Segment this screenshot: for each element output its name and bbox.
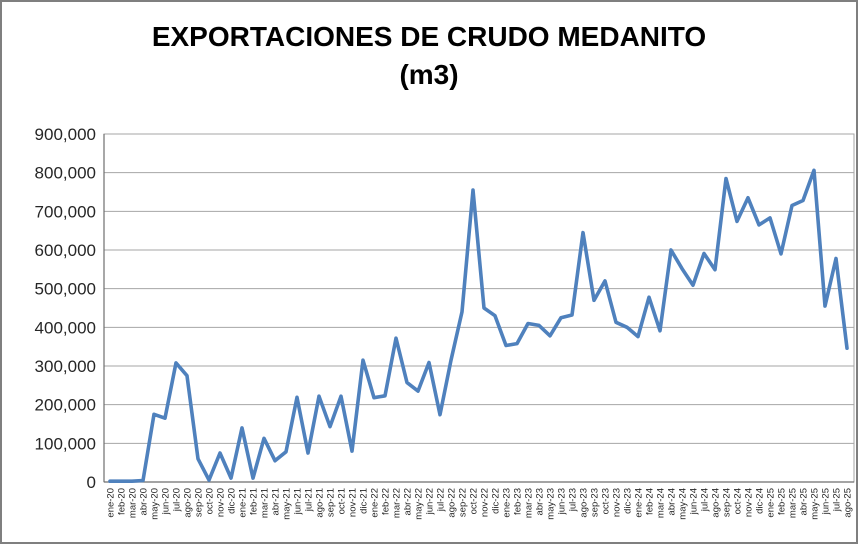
- x-axis-tick-label: sep-23: [590, 488, 601, 517]
- x-axis-tick-label: jun-24: [689, 488, 700, 515]
- y-axis-tick-label: 0: [87, 473, 96, 492]
- x-axis-tick-label: abr-21: [271, 488, 282, 515]
- data-line-medanito: [108, 168, 849, 484]
- x-axis-tick-label: jun-25: [821, 488, 832, 515]
- chart-title-line1: EXPORTACIONES DE CRUDO MEDANITO: [151, 21, 707, 52]
- x-axis-tick-label: may-23: [546, 488, 557, 520]
- y-axis-tick-label: 400,000: [35, 318, 96, 337]
- x-axis-tick-label: jul-22: [436, 488, 447, 512]
- chart-title-line2: (m3): [399, 59, 459, 90]
- y-axis-tick-label: 900,000: [35, 125, 96, 144]
- x-axis-tick-label: dic-23: [623, 488, 634, 514]
- x-axis-tick-label: oct-20: [205, 488, 216, 514]
- x-axis-tick-label: feb-25: [777, 488, 788, 515]
- x-axis-tick-label: feb-21: [249, 488, 260, 515]
- y-axis-tick-label: 700,000: [35, 202, 96, 221]
- x-axis-tick-label: jun-20: [161, 488, 172, 515]
- x-axis-tick-label: jun-21: [293, 488, 304, 515]
- x-axis-tick-label: mar-21: [260, 488, 271, 518]
- x-axis-tick-label: mar-24: [656, 488, 667, 518]
- x-axis-tick-label: ago-21: [315, 488, 326, 518]
- x-axis-tick-label: mar-25: [788, 488, 799, 518]
- x-axis-tick-label: sep-21: [326, 488, 337, 517]
- x-axis-tick-label: mar-23: [524, 488, 535, 518]
- x-axis-tick-label: sep-22: [458, 488, 469, 517]
- x-axis-tick-label: mar-22: [392, 488, 403, 518]
- x-axis-tick-label: feb-24: [645, 488, 656, 515]
- x-axis-tick-label: sep-20: [194, 488, 205, 517]
- y-axis-tick-label: 600,000: [35, 241, 96, 260]
- x-axis-tick-label: jul-24: [700, 488, 711, 512]
- x-axis-tick-label: ene-22: [370, 488, 381, 518]
- y-axis-tick-label: 200,000: [35, 396, 96, 415]
- x-axis-tick-label: ene-24: [634, 488, 645, 518]
- x-axis-tick-label: may-25: [810, 488, 821, 520]
- y-axis-tick-label: 800,000: [35, 164, 96, 183]
- x-axis-tick-label: may-22: [414, 488, 425, 520]
- x-axis-tick-label: abr-25: [799, 488, 810, 515]
- x-axis-tick-label: ago-20: [183, 488, 194, 518]
- x-axis-tick-label: ago-25: [843, 488, 854, 518]
- x-axis-tick-label: may-24: [678, 488, 689, 520]
- x-axis-tick-label: nov-24: [744, 488, 755, 517]
- x-axis-tick-label: dic-20: [227, 488, 238, 514]
- x-axis-tick-label: oct-21: [337, 488, 348, 514]
- x-axis-tick-label: may-21: [282, 488, 293, 520]
- x-axis-tick-label: dic-21: [359, 488, 370, 514]
- x-axis-tick-label: jul-23: [568, 488, 579, 512]
- x-axis-tick-label: abr-23: [535, 488, 546, 515]
- x-axis-tick-label: ago-24: [711, 488, 722, 518]
- x-axis-tick-label: nov-23: [612, 488, 623, 517]
- x-axis-tick-label: abr-20: [139, 488, 150, 515]
- plot-border: [103, 133, 855, 483]
- x-axis-tick-label: feb-23: [513, 488, 524, 515]
- x-axis-tick-label: abr-24: [667, 488, 678, 515]
- x-axis-tick-label: jul-20: [172, 488, 183, 512]
- x-axis-tick-label: abr-22: [403, 488, 414, 515]
- x-axis-tick-label: jul-21: [304, 488, 315, 512]
- x-axis-tick-label: dic-24: [755, 488, 766, 514]
- x-axis-tick-label: ago-22: [447, 488, 458, 518]
- x-axis-tick-label: ene-25: [766, 488, 777, 518]
- x-axis-tick-label: mar-20: [128, 488, 139, 518]
- x-axis-tick-label: oct-24: [733, 488, 744, 514]
- y-axis-tick-label: 100,000: [35, 434, 96, 453]
- x-axis-tick-label: nov-21: [348, 488, 359, 517]
- x-axis-tick-label: feb-20: [117, 488, 128, 515]
- x-axis-tick-label: ene-21: [238, 488, 249, 518]
- x-axis-tick-label: nov-20: [216, 488, 227, 517]
- y-axis-tick-label: 300,000: [35, 357, 96, 376]
- x-axis-tick-label: jun-23: [557, 488, 568, 515]
- x-axis-tick-label: nov-22: [480, 488, 491, 517]
- x-axis-tick-label: jun-22: [425, 488, 436, 515]
- x-axis-tick-label: dic-22: [491, 488, 502, 514]
- x-axis-tick-label: sep-24: [722, 488, 733, 517]
- x-axis-tick-label: ago-23: [579, 488, 590, 518]
- chart-title: EXPORTACIONES DE CRUDO MEDANITO (m3): [2, 18, 856, 94]
- x-axis-tick-label: ene-20: [106, 488, 117, 518]
- x-axis-tick-label: oct-22: [469, 488, 480, 514]
- x-axis-tick-label: jul-25: [832, 488, 843, 512]
- x-axis-tick-label: oct-23: [601, 488, 612, 514]
- y-axis-tick-label: 500,000: [35, 280, 96, 299]
- x-axis-tick-label: may-20: [150, 488, 161, 520]
- x-axis-tick-label: feb-22: [381, 488, 392, 515]
- x-axis-tick-label: ene-23: [502, 488, 513, 518]
